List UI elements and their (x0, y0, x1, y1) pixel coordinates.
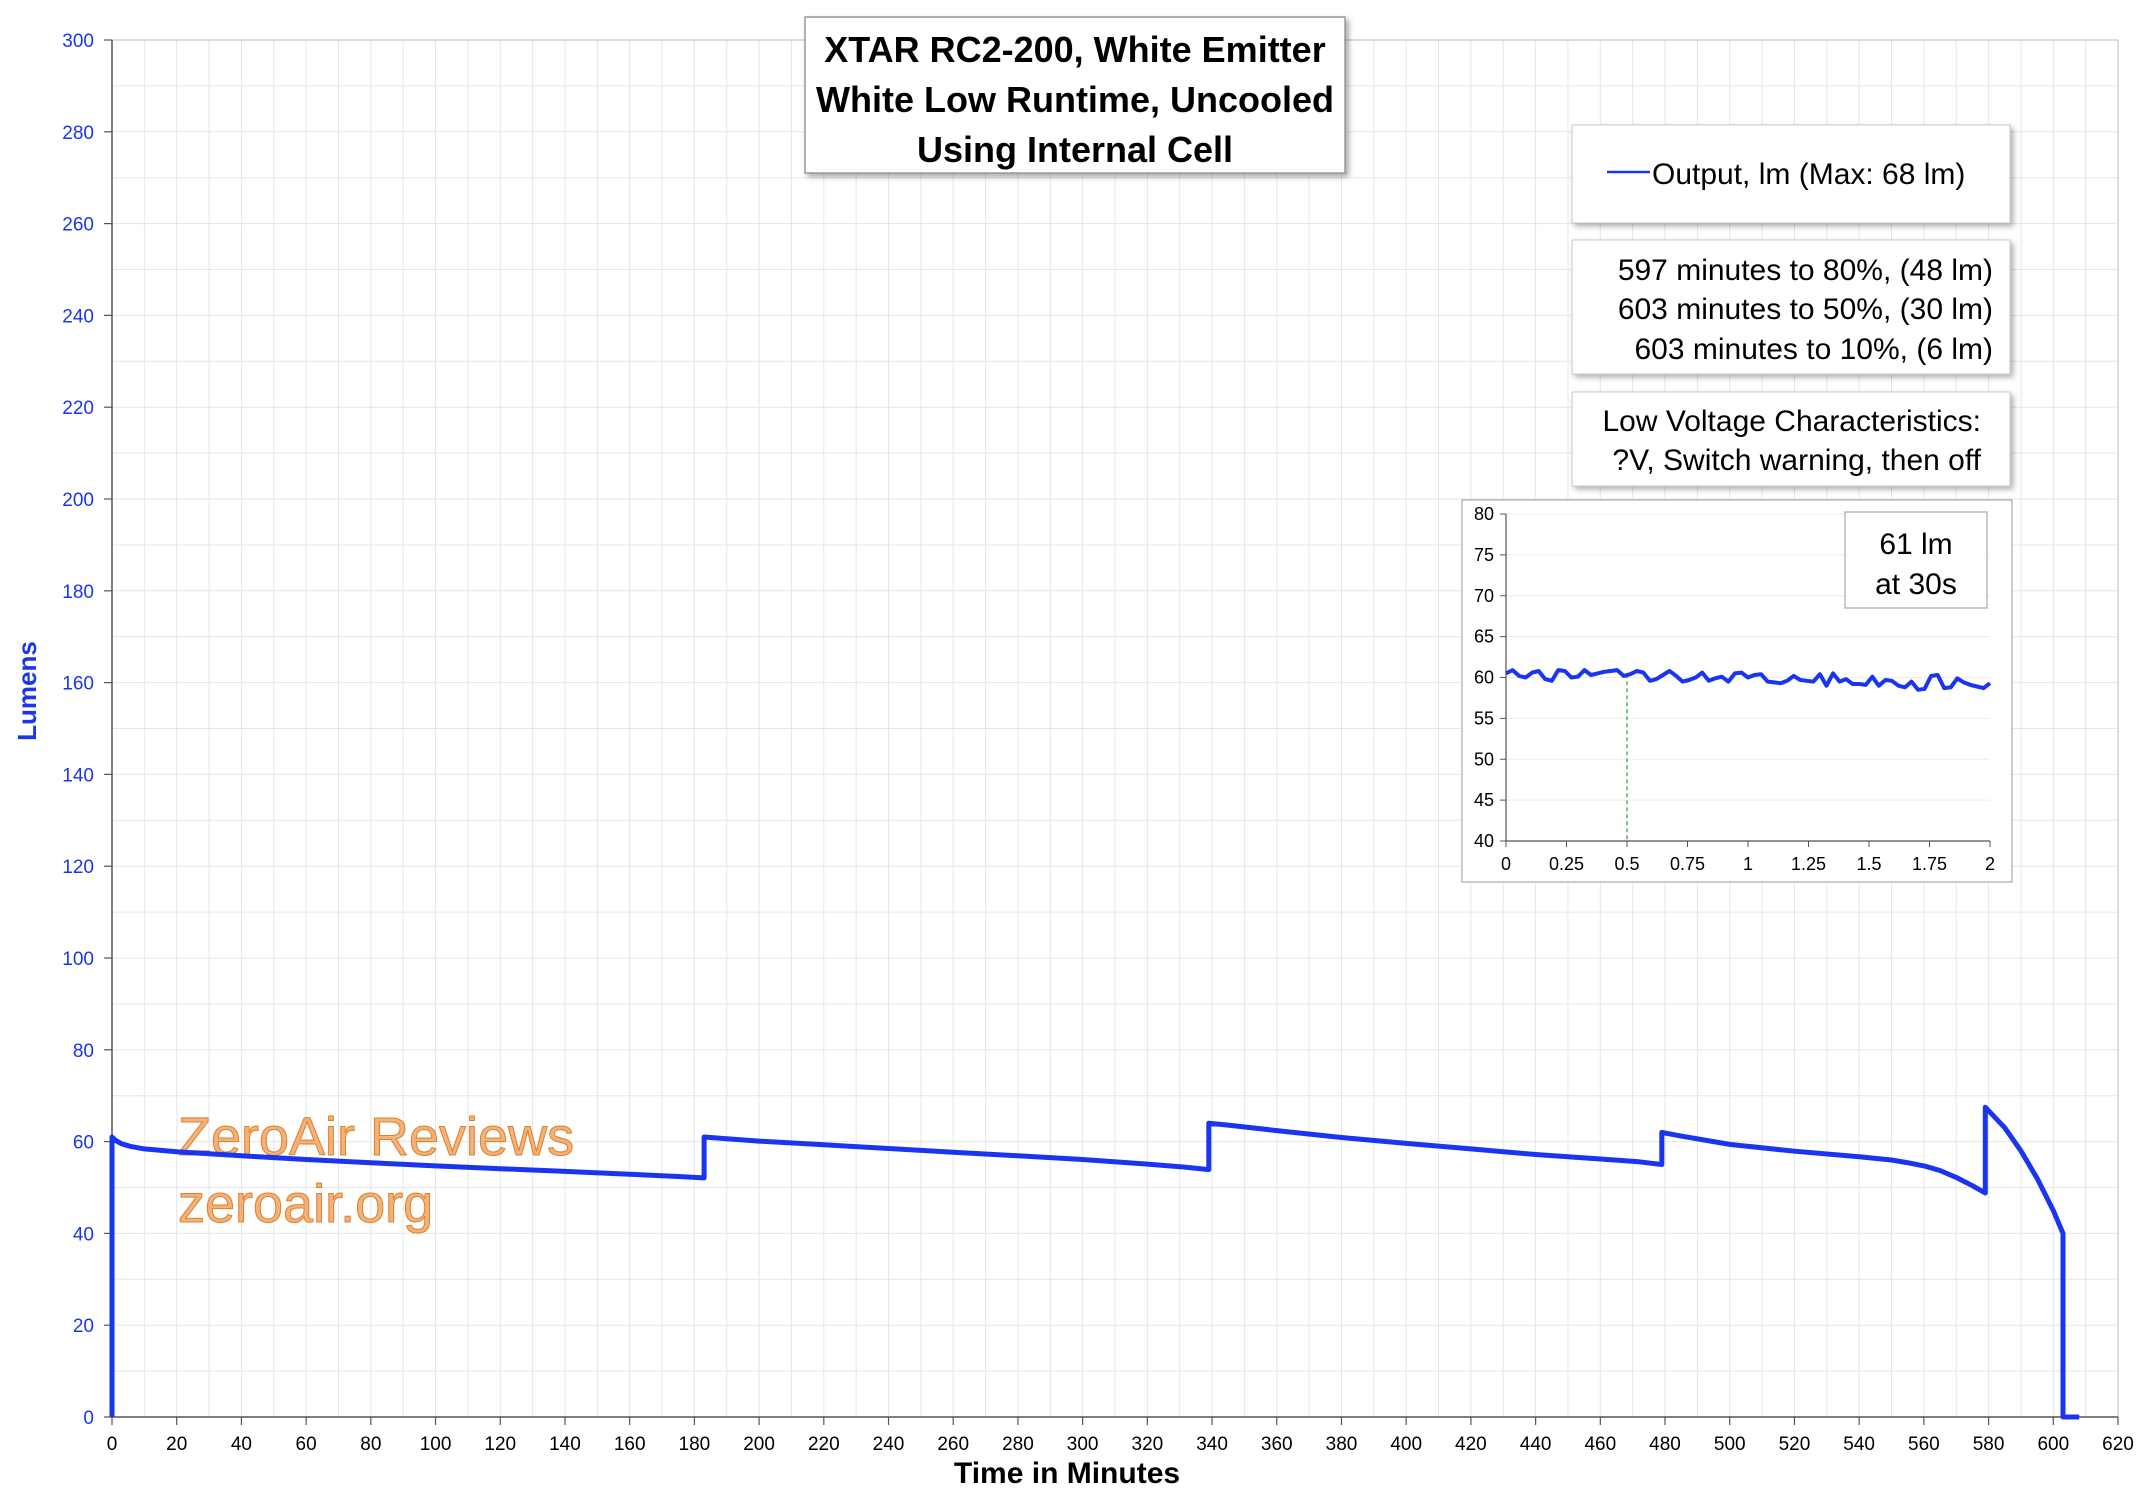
title-line-2: White Low Runtime, Uncooled (816, 79, 1334, 120)
x-tick-label: 0 (107, 1434, 118, 1455)
x-tick-labels: 0 20 40 60 80 100 120 140 160 180 200 220 240 260 280 3… (107, 1434, 2134, 1455)
inset-annotation-line-2: at 30s (1875, 568, 1957, 601)
inset-y-tick-label: 70 (1474, 586, 1494, 606)
x-tick-label: 60 (296, 1434, 317, 1455)
y-tick-label: 40 (73, 1224, 94, 1245)
low-voltage-line-1: Low Voltage Characteristics: (1602, 405, 1981, 438)
y-tick-label: 120 (62, 857, 94, 878)
runtime-info-line-3: 603 minutes to 10%, (6 lm) (1635, 333, 1994, 366)
inset-y-tick-label: 45 (1474, 790, 1494, 810)
x-tick-label: 200 (743, 1434, 775, 1455)
x-tick-label: 160 (614, 1434, 646, 1455)
x-tick-label: 340 (1196, 1434, 1228, 1455)
x-tick-label: 440 (1520, 1434, 1552, 1455)
inset-y-tick-label: 60 (1474, 668, 1494, 688)
inset-y-tick-label: 80 (1474, 504, 1494, 524)
inset-y-tick-labels: 40 45 50 55 60 65 70 75 80 (1474, 504, 1494, 851)
x-tick-label: 260 (937, 1434, 969, 1455)
inset-x-tick-label: 0.5 (1614, 854, 1639, 874)
series-line-output (109, 1104, 2080, 1420)
inset-y-tick-label: 55 (1474, 708, 1494, 728)
x-tick-label: 280 (1002, 1434, 1034, 1455)
inset-x-tick-label: 1.75 (1912, 854, 1947, 874)
inset-axes (1500, 513, 1991, 847)
y-axis-label: Lumens (12, 641, 42, 741)
inset-annotation-box: 61 lm at 30s (1844, 511, 1988, 609)
x-tick-label: 180 (679, 1434, 711, 1455)
inset-y-tick-label: 50 (1474, 749, 1494, 769)
title-line-1: XTAR RC2-200, White Emitter (824, 29, 1325, 70)
x-tick-label: 600 (2037, 1434, 2069, 1455)
inset-series-line (1505, 668, 1992, 692)
x-tick-label: 240 (873, 1434, 905, 1455)
x-tick-label: 480 (1649, 1434, 1681, 1455)
x-tick-label: 380 (1326, 1434, 1358, 1455)
inset-chart: 0 0.25 0.5 0.75 1 1.25 1.5 1.75 2 40 45 50 55 60 65 70… (1461, 499, 2013, 883)
runtime-info-line-1: 597 minutes to 80%, (48 lm) (1618, 254, 1993, 287)
inset-x-tick-label: 0.75 (1670, 854, 1705, 874)
x-tick-label: 420 (1455, 1434, 1487, 1455)
x-tick-label: 140 (549, 1434, 581, 1455)
x-tick-label: 320 (1132, 1434, 1164, 1455)
x-tick-label: 460 (1584, 1434, 1616, 1455)
y-tick-label: 0 (83, 1408, 94, 1429)
y-tick-label: 160 (62, 674, 94, 695)
x-tick-label: 560 (1908, 1434, 1940, 1455)
x-tick-label: 520 (1779, 1434, 1811, 1455)
y-tick-labels: 0 20 40 60 80 100 120 140 160 180 200 220 240 260 280 3… (62, 31, 94, 1429)
y-tick-label: 140 (62, 765, 94, 786)
title-box: XTAR RC2-200, White Emitter White Low Ru… (804, 16, 1346, 174)
y-tick-label: 100 (62, 949, 94, 970)
y-tick-label: 20 (73, 1316, 94, 1337)
y-tick-label: 260 (62, 215, 94, 236)
x-tick-label: 20 (166, 1434, 187, 1455)
inset-x-tick-label: 1.25 (1791, 854, 1826, 874)
x-tick-label: 300 (1067, 1434, 1099, 1455)
legend: Output, lm (Max: 68 lm) (1571, 124, 2011, 224)
x-tick-label: 500 (1714, 1434, 1746, 1455)
x-tick-label: 120 (484, 1434, 516, 1455)
inset-x-tick-label: 0 (1501, 854, 1511, 874)
y-tick-label: 60 (73, 1133, 94, 1154)
x-tick-label: 620 (2102, 1434, 2134, 1455)
y-tick-label: 80 (73, 1041, 94, 1062)
legend-entry-output: Output, lm (Max: 68 lm) (1652, 158, 1965, 191)
x-tick-label: 400 (1390, 1434, 1422, 1455)
runtime-info-box: 597 minutes to 80%, (48 lm) 603 minutes … (1571, 239, 2011, 375)
y-tick-label: 300 (62, 31, 94, 52)
x-tick-label: 580 (1973, 1434, 2005, 1455)
y-tick-label: 220 (62, 398, 94, 419)
y-tick-label: 240 (62, 306, 94, 327)
inset-x-tick-label: 2 (1985, 854, 1995, 874)
x-axis-label: Time in Minutes (954, 1457, 1180, 1490)
inset-x-tick-label: 0.25 (1549, 854, 1584, 874)
x-tick-label: 80 (360, 1434, 381, 1455)
inset-y-tick-label: 40 (1474, 831, 1494, 851)
y-tick-label: 180 (62, 582, 94, 603)
y-tick-label: 280 (62, 123, 94, 144)
inset-x-tick-label: 1.5 (1856, 854, 1881, 874)
low-voltage-info-box: Low Voltage Characteristics: ?V, Switch … (1571, 391, 2011, 487)
inset-x-tick-labels: 0 0.25 0.5 0.75 1 1.25 1.5 1.75 2 (1501, 854, 1995, 874)
y-tick-label: 200 (62, 490, 94, 511)
x-tick-label: 40 (231, 1434, 252, 1455)
x-tick-label: 100 (420, 1434, 452, 1455)
low-voltage-line-2: ?V, Switch warning, then off (1612, 444, 1981, 477)
runtime-info-line-2: 603 minutes to 50%, (30 lm) (1618, 293, 1993, 326)
watermark-line-2: zeroair.org (178, 1174, 433, 1234)
inset-annotation-line-1: 61 lm (1879, 528, 1952, 561)
inset-y-tick-label: 65 (1474, 627, 1494, 647)
x-tick-label: 540 (1843, 1434, 1875, 1455)
title-line-3: Using Internal Cell (917, 129, 1233, 170)
inset-y-tick-label: 75 (1474, 545, 1494, 565)
x-tick-label: 360 (1261, 1434, 1293, 1455)
inset-x-tick-label: 1 (1743, 854, 1753, 874)
x-tick-label: 220 (808, 1434, 840, 1455)
